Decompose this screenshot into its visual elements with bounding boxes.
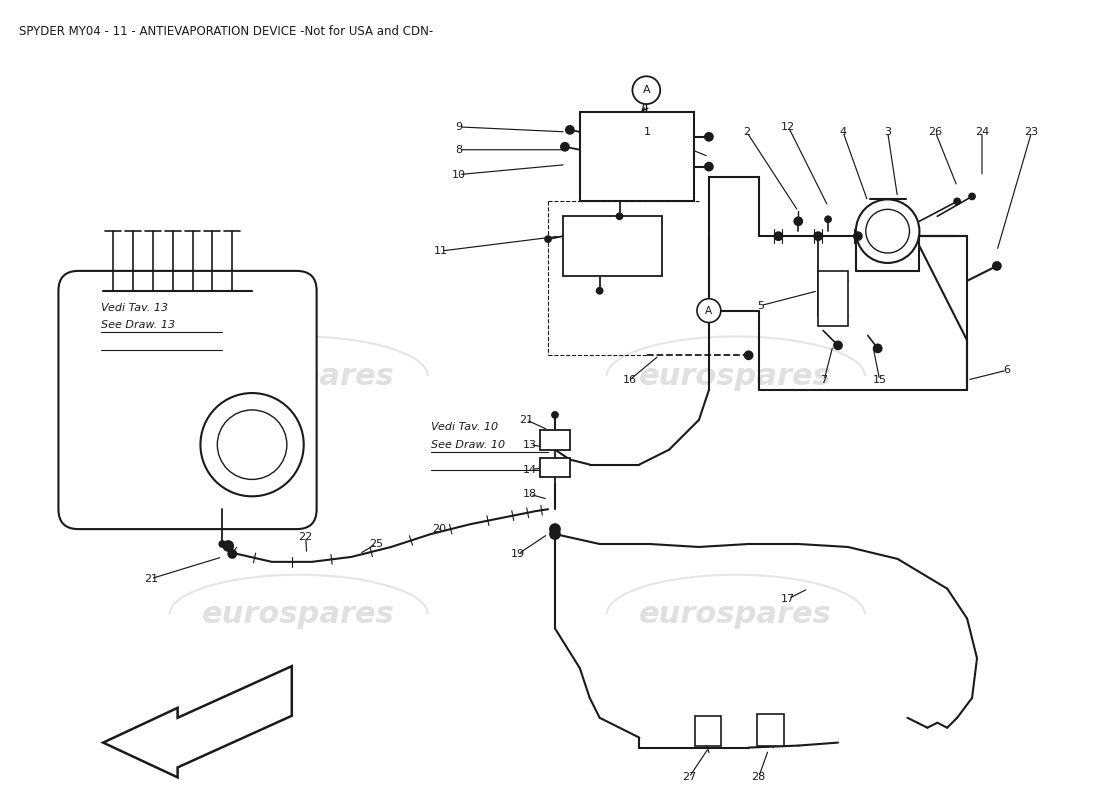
Text: 13: 13 [524, 440, 537, 450]
Bar [563, 216, 662, 276]
Circle shape [565, 126, 574, 134]
Text: 4: 4 [839, 127, 847, 137]
Text: 28: 28 [751, 772, 766, 782]
Circle shape [697, 298, 720, 322]
Text: SPYDER MY04 - 11 - ANTIEVAPORATION DEVICE -Not for USA and CDN-: SPYDER MY04 - 11 - ANTIEVAPORATION DEVIC… [19, 25, 433, 38]
Circle shape [969, 194, 975, 199]
Circle shape [774, 232, 782, 240]
Circle shape [229, 550, 236, 558]
Circle shape [993, 262, 1001, 270]
Text: 26: 26 [928, 127, 943, 137]
Bar [540, 458, 570, 478]
Circle shape [745, 351, 752, 359]
Text: 21: 21 [144, 574, 158, 584]
Text: 16: 16 [623, 375, 637, 385]
Circle shape [223, 541, 233, 551]
FancyBboxPatch shape [58, 271, 317, 529]
Text: 10: 10 [452, 170, 465, 179]
Circle shape [561, 142, 569, 150]
Circle shape [219, 541, 225, 547]
Text: 27: 27 [682, 772, 696, 782]
Text: Vedi Tav. 10: Vedi Tav. 10 [431, 422, 498, 432]
Text: 3: 3 [884, 127, 891, 137]
Text: 1: 1 [644, 127, 651, 137]
Circle shape [856, 199, 920, 263]
Text: 8: 8 [455, 145, 462, 154]
Text: See Draw. 13: See Draw. 13 [101, 321, 175, 330]
Circle shape [632, 76, 660, 104]
Circle shape [825, 216, 830, 222]
Text: 15: 15 [872, 375, 887, 385]
Text: 2: 2 [744, 127, 750, 137]
Text: eurospares: eurospares [639, 600, 832, 629]
Text: 21: 21 [519, 415, 534, 425]
Text: 23: 23 [1024, 127, 1038, 137]
Circle shape [552, 412, 558, 418]
Text: 20: 20 [431, 524, 446, 534]
Text: eurospares: eurospares [202, 362, 395, 390]
Text: A: A [642, 85, 650, 95]
Text: A: A [705, 306, 713, 316]
Polygon shape [103, 666, 292, 778]
Text: 17: 17 [781, 594, 795, 604]
Circle shape [544, 236, 551, 242]
Circle shape [200, 393, 304, 496]
Bar [818, 271, 848, 326]
Bar [757, 714, 784, 746]
Text: 9: 9 [455, 122, 462, 132]
Circle shape [705, 133, 713, 141]
Circle shape [218, 410, 287, 479]
Text: 22: 22 [298, 532, 312, 542]
Text: eurospares: eurospares [639, 362, 832, 390]
Circle shape [596, 288, 603, 294]
Circle shape [834, 342, 842, 350]
Circle shape [550, 524, 560, 534]
Text: 5: 5 [757, 301, 764, 310]
Text: See Draw. 10: See Draw. 10 [431, 440, 505, 450]
Text: eurospares: eurospares [202, 600, 395, 629]
Circle shape [814, 232, 822, 240]
Bar [695, 716, 721, 746]
Text: 11: 11 [433, 246, 448, 256]
Circle shape [550, 529, 560, 539]
Circle shape [954, 198, 960, 204]
Text: 24: 24 [975, 127, 989, 137]
Bar [580, 112, 694, 202]
Text: 12: 12 [781, 122, 795, 132]
Text: 6: 6 [1003, 366, 1010, 375]
Text: Vedi Tav. 13: Vedi Tav. 13 [101, 302, 168, 313]
Text: 7: 7 [821, 375, 827, 385]
Text: 19: 19 [512, 549, 526, 559]
Text: 25: 25 [370, 539, 383, 549]
Circle shape [873, 344, 882, 352]
Circle shape [866, 210, 910, 253]
Circle shape [616, 214, 623, 219]
Circle shape [854, 232, 861, 240]
Circle shape [705, 162, 713, 170]
Bar [540, 430, 570, 450]
Text: 14: 14 [524, 465, 537, 474]
Circle shape [794, 218, 802, 226]
Text: 18: 18 [524, 490, 537, 499]
